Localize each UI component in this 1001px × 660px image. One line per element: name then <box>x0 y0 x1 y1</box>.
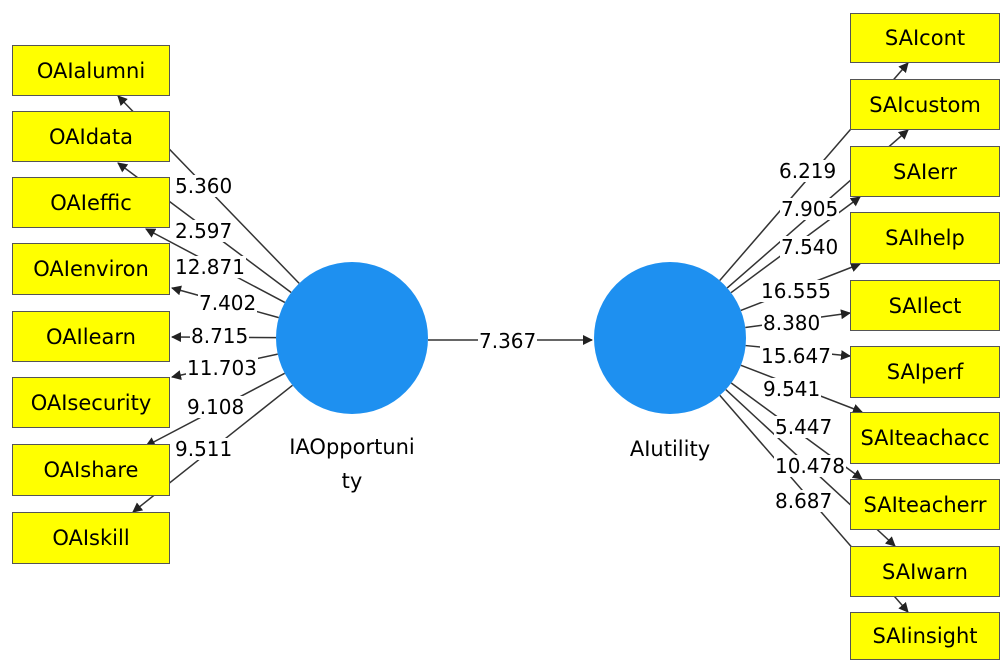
loading-weight-saiinsight: 8.687 <box>774 489 834 513</box>
construct-node-iaopportunity[interactable] <box>276 262 428 414</box>
loading-weight-saiwarn: 10.478 <box>774 454 846 478</box>
indicator-saierr[interactable]: SAIerr <box>850 146 1000 197</box>
indicator-oaienviron[interactable]: OAIenviron <box>12 243 170 295</box>
indicator-name: SAIerr <box>892 159 958 184</box>
construct-label-iaopportunity: IAOpportuni ty <box>256 430 448 498</box>
loading-weight-saierr: 7.540 <box>780 235 840 259</box>
indicator-saiteachacc[interactable]: SAIteachacc <box>850 412 1000 464</box>
loading-weight-saiteacherr: 5.447 <box>774 415 834 439</box>
indicator-name: SAIperf <box>886 360 964 384</box>
indicator-name: OAIsecurity <box>30 390 152 415</box>
indicator-name: SAIteacherr <box>863 492 987 517</box>
indicator-name: OAIskill <box>52 526 130 550</box>
indicator-oaishare[interactable]: OAIshare <box>12 444 170 496</box>
indicator-oaiskill[interactable]: OAIskill <box>12 512 170 564</box>
indicator-saiperf[interactable]: SAIperf <box>850 346 1000 398</box>
loading-weight-oaishare: 9.108 <box>186 395 246 419</box>
indicator-oaisecurity[interactable]: OAIsecurity <box>12 377 170 428</box>
indicator-name: SAIteachacc <box>860 426 990 450</box>
loading-weight-oaiskill: 9.511 <box>174 437 234 461</box>
indicator-oaieffic[interactable]: OAIeffic <box>12 177 170 228</box>
indicator-name: OAIalumni <box>36 58 146 83</box>
path-weight-label: 7.367 <box>478 329 538 353</box>
construct-label-line-2: ty <box>341 469 363 493</box>
loading-weight-saihelp: 16.555 <box>760 279 832 303</box>
indicator-oaidata[interactable]: OAIdata <box>12 111 170 162</box>
indicator-oaialumni[interactable]: OAIalumni <box>12 45 170 96</box>
loading-weight-saicustom: 7.905 <box>780 197 840 221</box>
loading-weight-saiteachacc: 9.541 <box>762 377 822 401</box>
indicator-oailearn[interactable]: OAIlearn <box>12 311 170 362</box>
indicator-name: SAIinsight <box>872 624 978 648</box>
loading-weight-oaieffic: 12.871 <box>174 255 246 279</box>
construct-label-line-1: IAOpportuni <box>289 435 415 459</box>
loading-weight-saicont: 6.219 <box>778 159 838 183</box>
loading-weight-oaialumni: 5.360 <box>174 174 234 198</box>
indicator-name: OAIshare <box>43 458 139 482</box>
indicator-saihelp[interactable]: SAIhelp <box>850 212 1000 264</box>
indicator-name: OAIlearn <box>46 324 136 349</box>
loading-weight-saiperf: 15.647 <box>760 344 832 368</box>
indicator-saiwarn[interactable]: SAIwarn <box>850 546 1000 597</box>
loading-weight-oaienviron: 7.402 <box>198 291 258 315</box>
loading-weight-sailect: 8.380 <box>762 311 822 335</box>
indicator-name: SAIhelp <box>885 226 965 250</box>
indicator-name: OAIeffic <box>50 190 132 215</box>
loading-weight-oaisecurity: 11.703 <box>186 356 258 380</box>
construct-node-aiutility[interactable] <box>594 262 746 414</box>
loading-weight-oaidata: 2.597 <box>174 219 234 243</box>
indicator-name: SAIlect <box>888 293 962 318</box>
indicator-name: SAIwarn <box>882 559 968 584</box>
indicator-name: SAIcustom <box>869 92 981 117</box>
construct-label-aiutility: AIutility <box>629 437 711 461</box>
loading-weight-oailearn: 8.715 <box>190 324 250 348</box>
indicator-saiteacherr[interactable]: SAIteacherr <box>850 479 1000 530</box>
indicator-saicustom[interactable]: SAIcustom <box>850 79 1000 130</box>
indicator-name: SAIcont <box>884 26 966 50</box>
indicator-name: OAIenviron <box>33 257 149 281</box>
indicator-saicont[interactable]: SAIcont <box>850 13 1000 63</box>
indicator-sailect[interactable]: SAIlect <box>850 280 1000 331</box>
indicator-name: OAIdata <box>48 124 134 149</box>
indicator-saiinsight[interactable]: SAIinsight <box>850 612 1000 660</box>
